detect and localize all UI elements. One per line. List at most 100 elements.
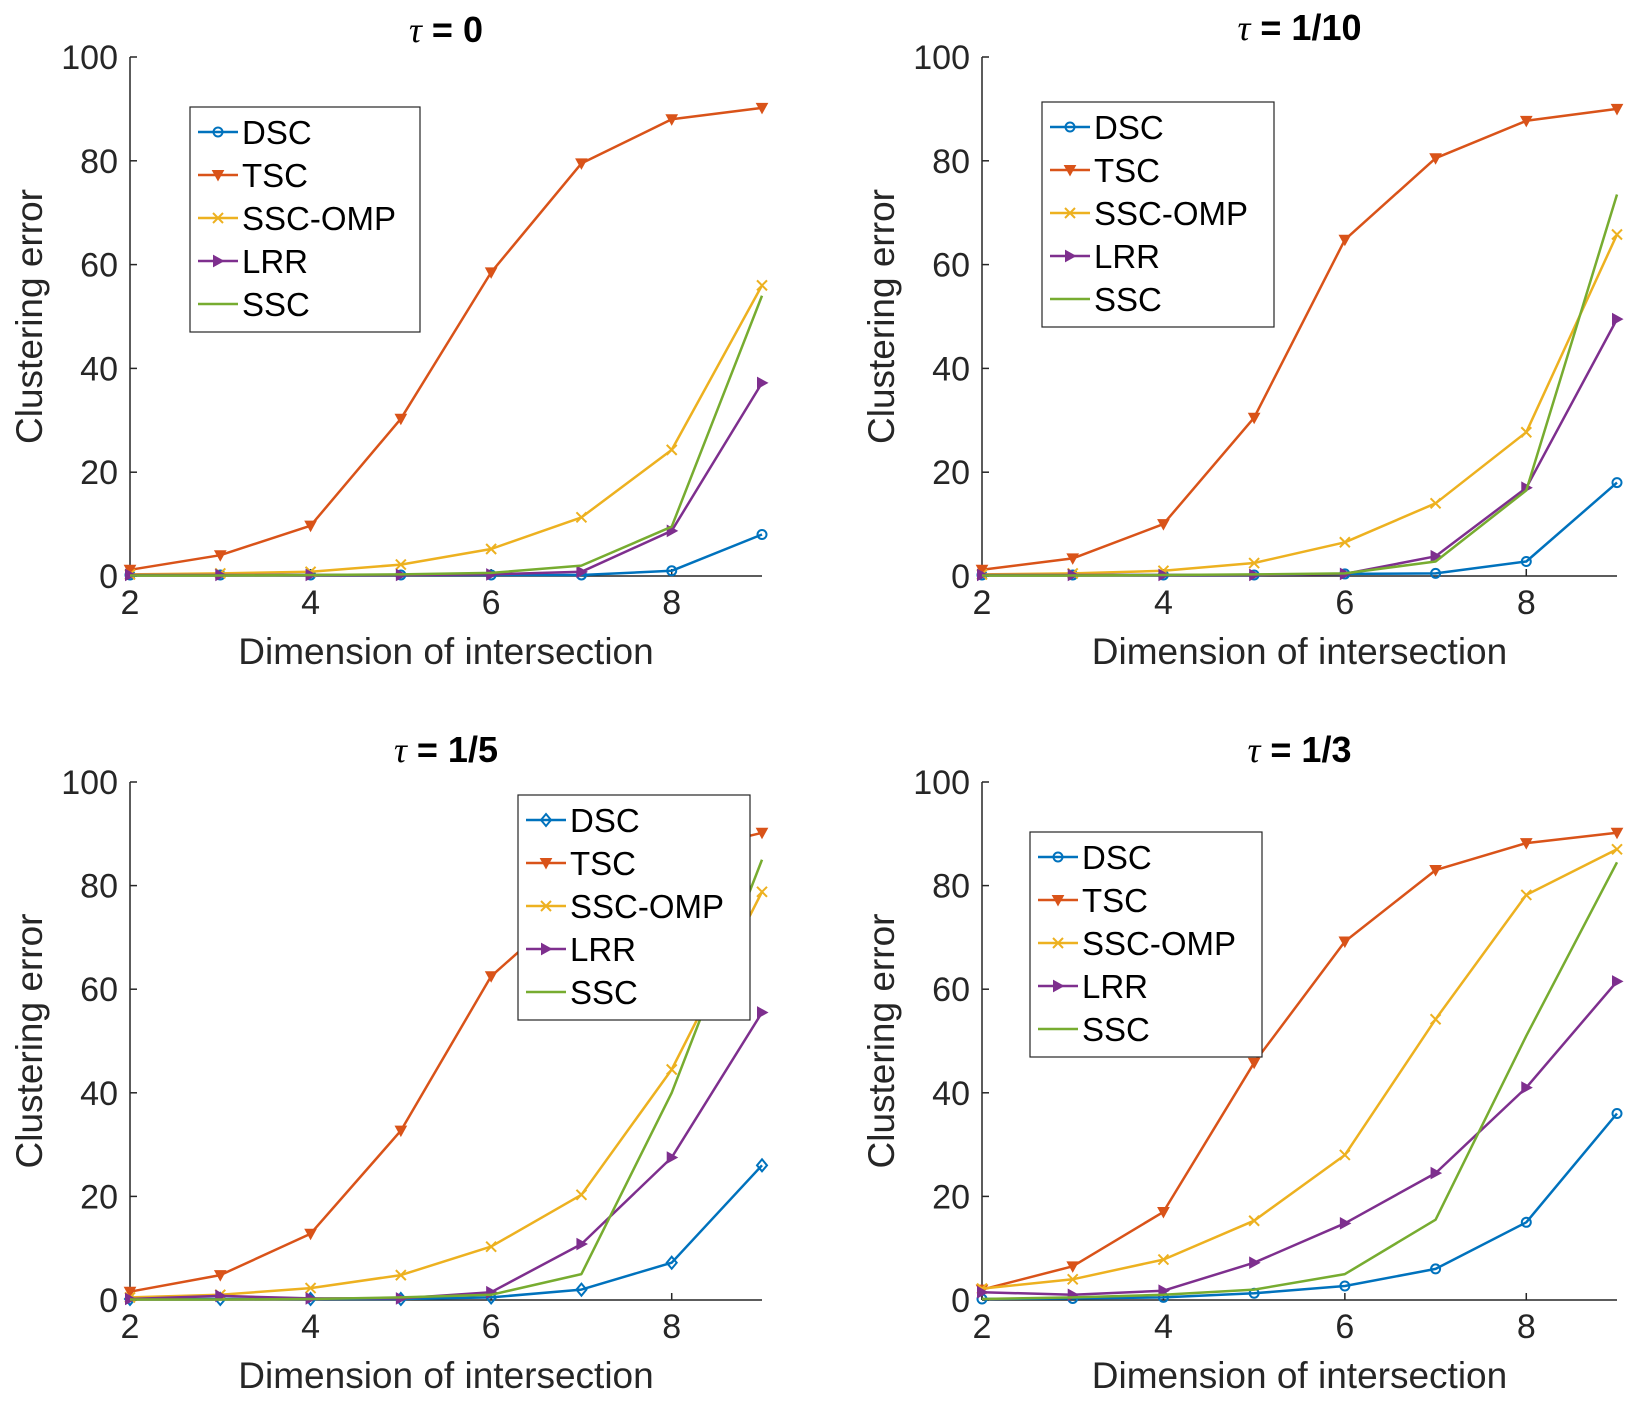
- data-point-dsc: [665, 1255, 679, 1271]
- data-point-ssc-omp: [575, 1189, 588, 1201]
- chart-title: τ = 1/5: [394, 729, 498, 770]
- y-tick-label: 20: [80, 1178, 118, 1216]
- series-line-ssc: [130, 859, 764, 1301]
- data-point-tsc: [575, 158, 588, 170]
- data-point-ssc-omp: [1520, 889, 1532, 901]
- y-tick-label: 100: [61, 39, 118, 77]
- series-line-tsc: [981, 107, 1618, 572]
- data-point-lrr: [576, 1237, 588, 1251]
- data-point-ssc-omp: [1339, 1149, 1351, 1161]
- x-tick-label: 6: [482, 1308, 501, 1346]
- y-tick-label: 40: [80, 1075, 118, 1113]
- legend-marker-lrr: [1053, 979, 1065, 993]
- data-point-lrr: [1521, 1081, 1533, 1094]
- series-lrr: [977, 312, 1624, 582]
- legend-label-lrr: LRR: [1094, 238, 1160, 275]
- y-tick-label: 80: [80, 868, 118, 906]
- legend-marker-dsc: [539, 812, 553, 828]
- data-point-tsc: [213, 550, 227, 562]
- legend-marker-tsc: [539, 858, 553, 870]
- legend-box: [189, 106, 421, 333]
- data-point-lrr: [1158, 1284, 1170, 1298]
- title-tau-symbol: τ: [1248, 730, 1262, 770]
- data-point-tsc: [123, 1286, 137, 1299]
- legend-label-dsc: DSC: [1094, 109, 1164, 146]
- legend-marker-tsc: [1063, 165, 1077, 177]
- x-tick-label: 8: [1517, 1308, 1536, 1346]
- data-point-ssc-omp: [575, 511, 588, 524]
- legend-label-ssc: SSC: [1082, 1011, 1150, 1048]
- data-point-lrr: [1430, 549, 1443, 563]
- y-tick-label: 20: [932, 454, 970, 492]
- data-point-ssc-omp: [1157, 1253, 1170, 1266]
- data-point-tsc: [1247, 1057, 1261, 1070]
- series-line-tsc: [129, 106, 763, 572]
- data-point-ssc-omp: [1248, 557, 1260, 569]
- data-point-tsc: [755, 102, 769, 115]
- data-point-ssc-omp: [395, 1269, 407, 1281]
- series-line-ssc: [982, 194, 1619, 577]
- legend-label-dsc: DSC: [1082, 839, 1152, 876]
- legend: DSC TSC SSC-OMP LRR SSC: [1041, 101, 1275, 328]
- y-tick-label: 20: [932, 1178, 970, 1216]
- legend-box: [517, 794, 751, 1021]
- x-tick-label: 6: [482, 584, 501, 622]
- series-line-ssc-omp: [129, 284, 764, 576]
- x-tick-label: 6: [1335, 1308, 1354, 1346]
- y-tick-label: 100: [913, 764, 970, 802]
- data-point-ssc-omp: [395, 558, 407, 571]
- data-point-lrr: [757, 376, 769, 390]
- legend-label-ssc: SSC: [1094, 281, 1162, 318]
- data-point-ssc-omp: [1339, 536, 1351, 548]
- y-axis-label: Clustering error: [9, 189, 50, 444]
- x-tick-label: 4: [1154, 584, 1173, 622]
- x-tick-label: 4: [301, 584, 320, 622]
- series-dsc: [976, 1108, 1623, 1305]
- data-point-lrr: [1430, 1166, 1443, 1180]
- data-point-dsc: [1611, 1108, 1623, 1120]
- series-lrr: [125, 376, 769, 582]
- data-point-tsc: [1157, 1206, 1170, 1219]
- series-ssc: [130, 295, 764, 577]
- data-point-dsc: [755, 1157, 769, 1173]
- legend-label-ssc-omp: SSC-OMP: [242, 200, 396, 237]
- title-tau-value: = 1/3: [1270, 729, 1351, 770]
- data-point-lrr: [1339, 1216, 1352, 1230]
- data-point-ssc-omp: [666, 444, 678, 456]
- legend-marker-ssc-omp: [540, 900, 552, 912]
- x-tick-label: 4: [1154, 1308, 1173, 1346]
- data-point-tsc: [394, 1125, 408, 1138]
- y-axis-label: Clustering error: [861, 914, 902, 1169]
- series-line-lrr: [130, 382, 764, 577]
- y-axis-label: Clustering error: [861, 189, 902, 444]
- data-point-ssc-omp: [485, 543, 497, 555]
- series-ssc-omp: [976, 228, 1623, 581]
- series-dsc: [123, 1157, 769, 1307]
- data-point-ssc-omp: [304, 1282, 317, 1294]
- data-point-dsc: [1611, 477, 1623, 489]
- data-point-tsc: [1157, 519, 1170, 531]
- data-point-lrr: [1612, 312, 1624, 326]
- x-tick-label: 4: [301, 1308, 320, 1346]
- data-point-dsc: [1520, 1216, 1532, 1228]
- y-tick-label: 60: [80, 971, 118, 1009]
- data-point-dsc: [1430, 567, 1442, 579]
- series-line-ssc-omp: [981, 233, 1619, 576]
- legend-box: [1029, 831, 1263, 1058]
- legend-label-lrr: LRR: [242, 243, 308, 280]
- x-tick-label: 2: [973, 1308, 992, 1346]
- legend-label-tsc: TSC: [570, 845, 636, 882]
- y-tick-label: 80: [932, 868, 970, 906]
- legend-marker-dsc: [212, 126, 224, 138]
- legend-marker-ssc-omp: [1064, 207, 1076, 219]
- data-point-ssc-omp: [1520, 426, 1532, 438]
- title-tau-value: = 1/5: [417, 729, 498, 770]
- y-tick-label: 80: [80, 143, 118, 181]
- series-ssc: [981, 861, 1619, 1301]
- series-ssc: [130, 859, 764, 1301]
- series-line-lrr: [982, 318, 1619, 577]
- y-tick-label: 60: [80, 247, 118, 285]
